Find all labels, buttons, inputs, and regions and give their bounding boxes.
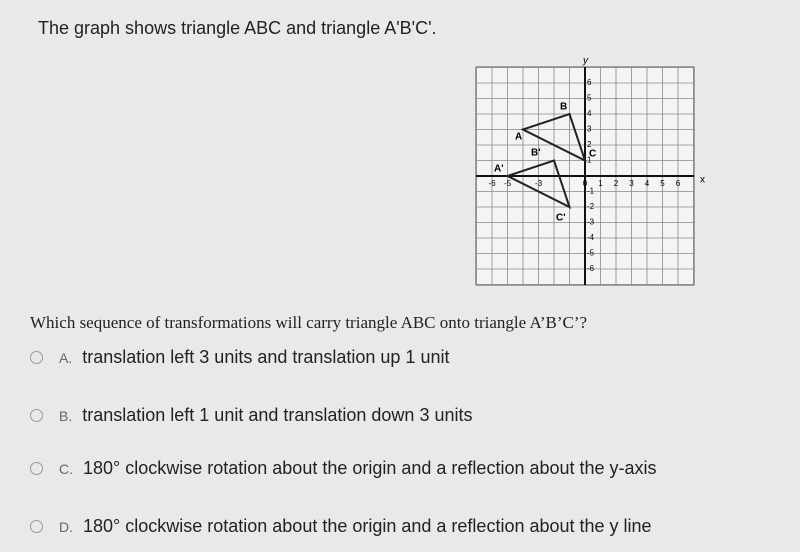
triangle-abc-prime	[504, 159, 572, 209]
x-tick-label: -5	[504, 179, 512, 188]
vertex-label: C	[589, 149, 596, 160]
y-tick-label: 3	[587, 125, 592, 134]
radio-button[interactable]	[30, 409, 43, 422]
option[interactable]: B. translation left 1 unit and translatio…	[30, 405, 472, 426]
x-tick-label: -3	[535, 179, 543, 188]
radio-button[interactable]	[30, 351, 43, 364]
y-tick-label: -1	[587, 187, 595, 196]
vertex-label: B'	[531, 148, 541, 159]
x-tick-label: 3	[629, 179, 634, 188]
option[interactable]: C. 180° clockwise rotation about the orig…	[30, 458, 657, 479]
option-letter: C.	[59, 460, 73, 477]
x-tick-label: 5	[660, 179, 665, 188]
x-tick-label: 0	[583, 179, 588, 188]
y-tick-label: -6	[587, 264, 595, 273]
vertex-label: B	[560, 102, 567, 113]
y-tick-label: 6	[587, 78, 592, 87]
vertex-label: A	[515, 132, 522, 143]
option[interactable]: D. 180° clockwise rotation about the orig…	[30, 516, 652, 537]
x-tick-label: 6	[676, 179, 681, 188]
option-letter: A.	[59, 349, 73, 366]
x-tick-label: 2	[614, 179, 619, 188]
option-text: translation left 1 unit and translation …	[82, 405, 473, 425]
vertex-label: C'	[556, 213, 566, 224]
x-tick-label: -6	[488, 179, 496, 188]
y-tick-label: -2	[587, 202, 595, 211]
option-text: translation left 3 units and translation…	[82, 347, 450, 367]
option[interactable]: A. translation left 3 units and translati…	[30, 347, 449, 368]
y-axis-label: y	[582, 56, 589, 67]
x-axis-label: x	[700, 175, 705, 186]
prompt: The graph shows triangle ABC and triangl…	[38, 18, 437, 38]
triangle-abc	[520, 112, 587, 163]
x-tick-label: 4	[645, 179, 650, 188]
option-letter: D.	[59, 518, 73, 535]
radio-button[interactable]	[30, 462, 43, 475]
x-tick-label: 1	[598, 179, 603, 188]
y-tick-label: -4	[587, 233, 595, 242]
y-tick-label: 5	[587, 94, 592, 103]
y-tick-label: -5	[587, 249, 595, 258]
y-tick-label: 1	[587, 156, 592, 165]
radio-button[interactable]	[30, 520, 43, 533]
y-tick-label: -3	[587, 218, 595, 227]
option-text: 180° clockwise rotation about the origin…	[83, 458, 657, 478]
y-tick-label: 4	[587, 109, 592, 118]
y-tick-label: 2	[587, 140, 592, 149]
option-text: 180° clockwise rotation about the origin…	[83, 516, 652, 536]
vertex-label: A'	[494, 164, 504, 175]
question: Which sequence of transformations will c…	[30, 313, 588, 332]
option-letter: B.	[59, 407, 73, 424]
